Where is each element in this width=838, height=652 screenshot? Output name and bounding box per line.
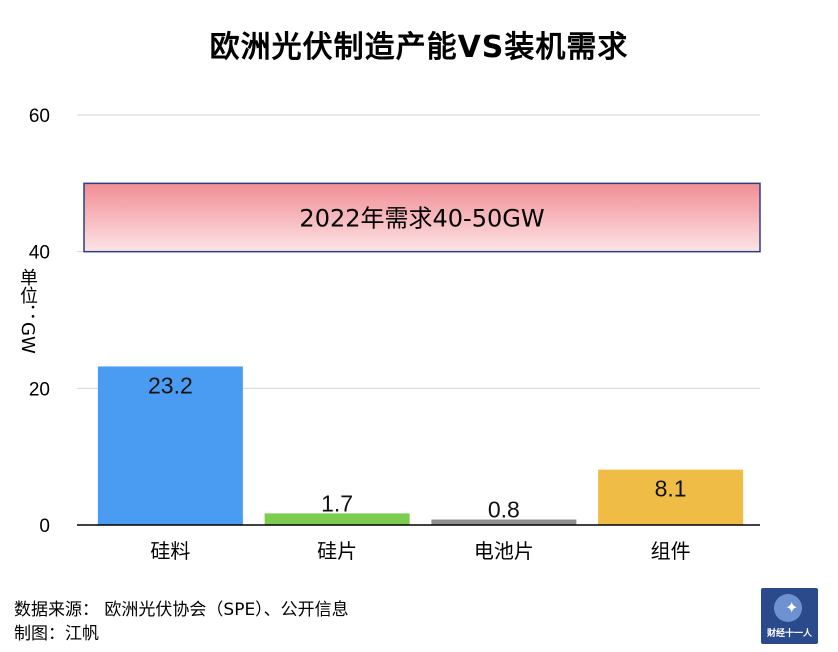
x-tick-label: 电池片 [474, 539, 534, 563]
demand-range-label: 2022年需求40-50GW [299, 205, 544, 233]
data-label: 23.2 [148, 372, 193, 398]
x-tick-label: 硅料 [150, 539, 190, 563]
runner-icon: ✦ [785, 598, 799, 617]
x-tick-label: 硅片 [317, 539, 357, 563]
y-tick-label: 40 [29, 243, 50, 264]
data-label: 1.7 [321, 490, 353, 516]
y-tick-label: 0 [39, 516, 50, 537]
data-label: 0.8 [488, 497, 520, 523]
source-note: 数据来源： 欧洲光伏协会（SPE）、公开信息 制图：江帆 [14, 598, 349, 646]
data-source: 数据来源： 欧洲光伏协会（SPE）、公开信息 [14, 600, 349, 620]
bar-4 [598, 469, 744, 525]
brand-logo: ✦ 财经十一人 [761, 588, 818, 644]
y-tick-label: 60 [29, 106, 50, 127]
chart-title: 欧洲光伏制造产能VS装机需求 [209, 30, 629, 65]
bar-2 [264, 513, 410, 525]
logo-text: 财经十一人 [766, 629, 812, 639]
chart-maker: 制图：江帆 [14, 624, 99, 644]
bar-1 [97, 366, 243, 525]
demand-range-band [83, 182, 761, 253]
x-tick-label: 组件 [651, 539, 691, 563]
bar-3 [431, 519, 577, 525]
globe-icon [774, 594, 802, 622]
y-axis-label: 单位：GW [17, 268, 38, 354]
y-tick-label: 20 [29, 379, 50, 400]
data-label: 8.1 [655, 476, 687, 502]
